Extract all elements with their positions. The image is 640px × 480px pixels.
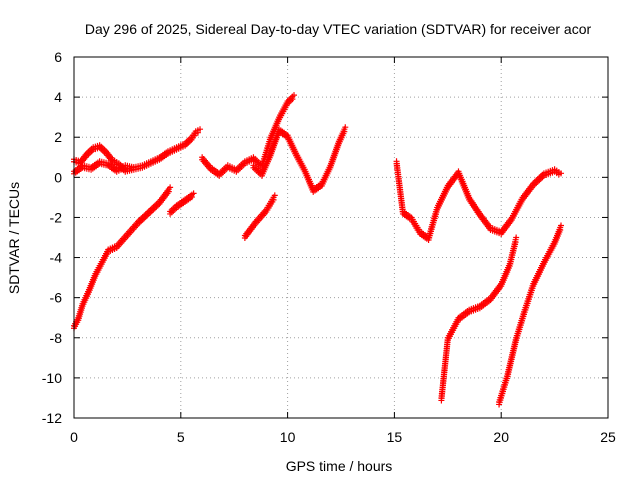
chart-title: Day 296 of 2025, Sidereal Day-to-day VTE…: [85, 21, 592, 37]
data-point-plus: [167, 184, 174, 191]
plot-frame: [73, 56, 609, 419]
x-tick-label: 25: [600, 429, 616, 445]
x-tick-label: 20: [493, 429, 509, 445]
y-tick-label: -8: [50, 330, 63, 346]
series-sat-i: [438, 234, 520, 404]
y-tick-label: 6: [54, 49, 62, 65]
series-sat-g: [241, 192, 278, 241]
series-sat-b: [122, 126, 204, 175]
data-point-plus: [342, 124, 349, 131]
x-axis-label: GPS time / hours: [286, 458, 393, 474]
data-point-plus: [194, 129, 201, 136]
data-point-plus: [190, 190, 197, 197]
y-axis-label: SDTVAR / TECUs: [6, 182, 22, 294]
data-point-plus: [197, 126, 204, 133]
series-sat-e: [199, 92, 298, 179]
data-point-plus: [341, 128, 348, 135]
data-point-plus: [165, 188, 172, 195]
y-tick-label: -12: [42, 410, 62, 426]
y-tick-label: -10: [42, 370, 62, 386]
y-tick-label: -6: [50, 290, 63, 306]
x-tick-label: 5: [177, 429, 185, 445]
data-point-plus: [557, 226, 564, 233]
data-point-plus: [513, 234, 520, 241]
series-sat-f: [250, 124, 349, 195]
x-tick-label: 0: [70, 429, 78, 445]
y-tick-label: 2: [54, 129, 62, 145]
y-tick-label: 4: [54, 89, 62, 105]
data-point-plus: [270, 196, 277, 203]
series-sat-c: [71, 184, 174, 332]
data-point-plus: [558, 222, 565, 229]
data-point-plus: [289, 96, 296, 103]
y-tick-label: -2: [50, 209, 63, 225]
data-point-plus: [188, 194, 195, 201]
data-point-plus: [291, 92, 298, 99]
data-point-plus: [271, 192, 278, 199]
data-points: [71, 92, 565, 408]
x-tick-label: 15: [387, 429, 403, 445]
series-sat-h: [393, 158, 565, 243]
x-tick-label: 10: [280, 429, 296, 445]
data-point-plus: [558, 170, 565, 177]
series-sat-j: [496, 222, 565, 408]
axis-ticks: 0 5 10 15 20 25 -12 -10 -8 -6 -4 -2 0 2 4 6: [42, 49, 616, 445]
y-tick-label: -4: [50, 250, 63, 266]
series-sat-d: [167, 190, 197, 217]
y-tick-label: 0: [54, 169, 62, 185]
